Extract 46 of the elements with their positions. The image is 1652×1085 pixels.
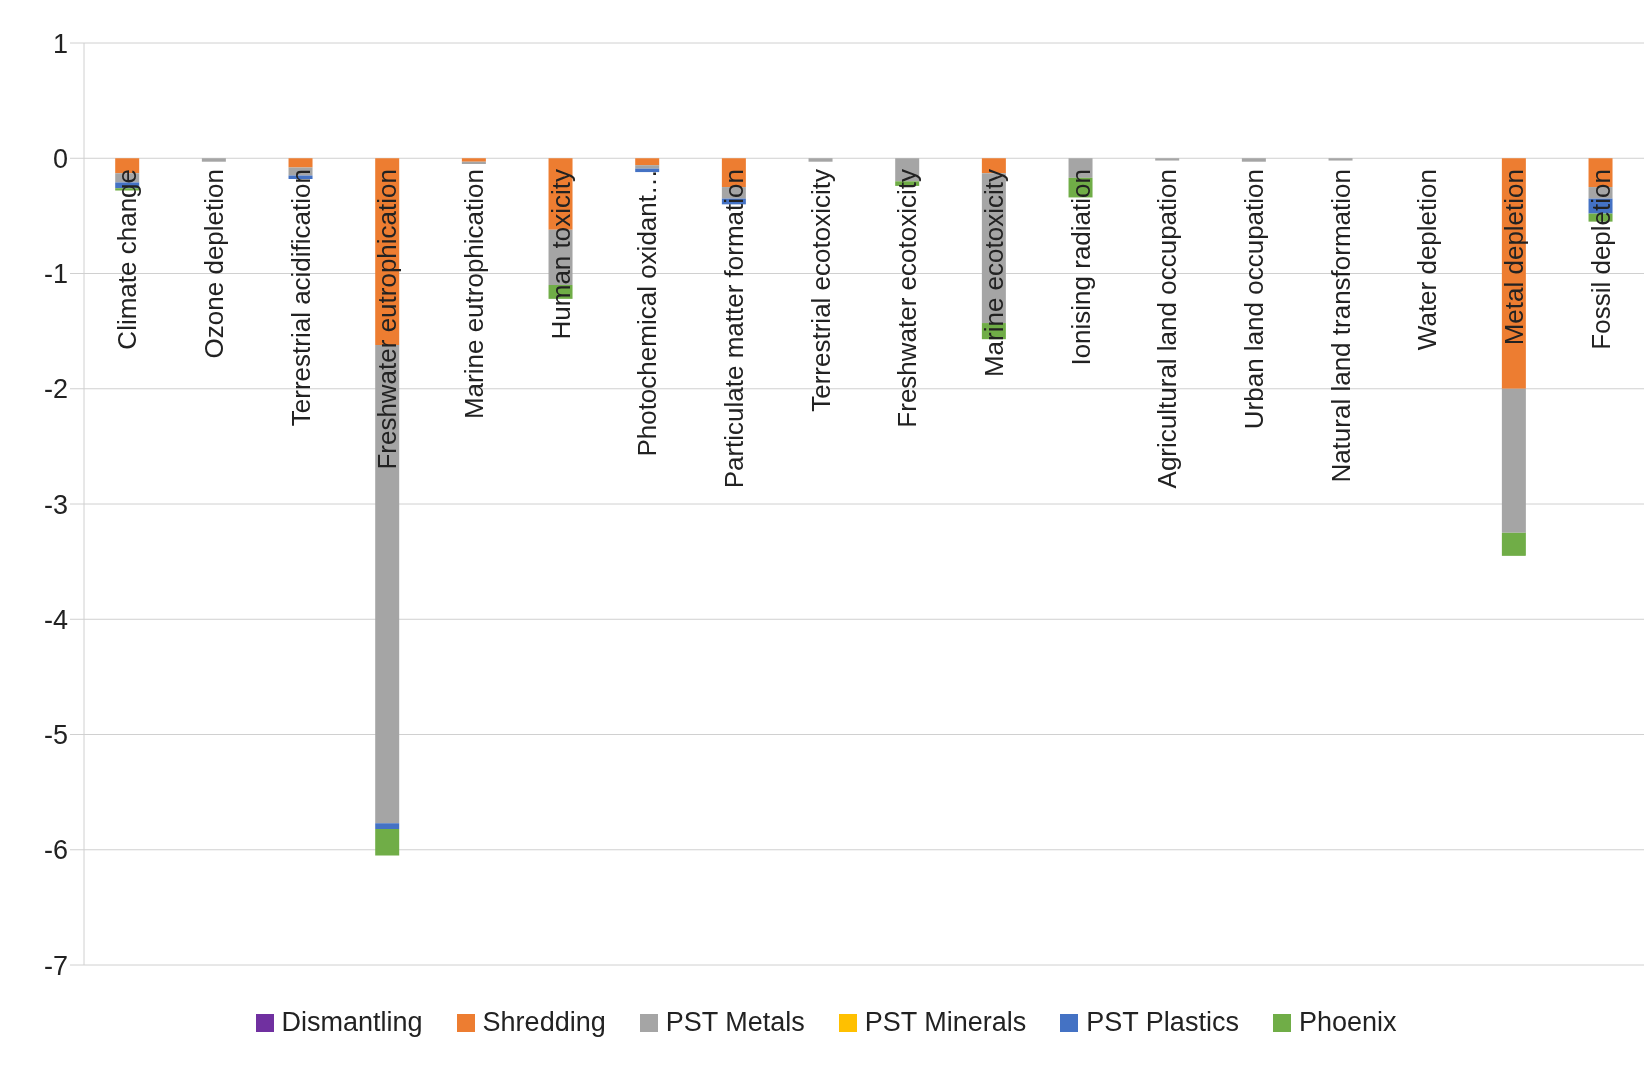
x-tick-label: Climate change <box>112 169 143 350</box>
x-tick-label: Freshwater eutrophication <box>372 169 403 470</box>
bar <box>288 158 313 168</box>
y-tick-label: -3 <box>43 489 68 520</box>
y-tick-label: -4 <box>43 604 68 635</box>
x-tick-label: Ionising radiation <box>1065 169 1096 366</box>
y-tick-label: 0 <box>52 143 68 174</box>
bar <box>1328 158 1353 161</box>
x-tick-label: Terrestrial acidification <box>285 169 316 427</box>
x-tick-label: Photochemical oxidant… <box>632 169 663 457</box>
legend-label: Phoenix <box>1298 1007 1397 1038</box>
x-tick-label: Terrestrial ecotoxicity <box>805 169 836 412</box>
x-tick-label: Ozone depletion <box>199 169 229 359</box>
bar <box>1501 388 1526 533</box>
legend-label: PST Minerals <box>864 1007 1027 1038</box>
legend-label: Shredding <box>482 1007 606 1038</box>
y-tick-label: -6 <box>43 835 68 866</box>
y-tick-label: -7 <box>43 950 68 981</box>
legend-label: PST Metals <box>665 1007 805 1038</box>
bar <box>635 165 660 169</box>
y-tick-label: -2 <box>43 374 68 405</box>
bar <box>375 829 400 856</box>
x-tick-label: Agricultural land occupation <box>1152 169 1183 489</box>
bar <box>1241 158 1266 162</box>
x-tick-label: Water depletion <box>1412 169 1443 351</box>
x-tick-label: Particulate matter formation <box>719 169 749 489</box>
x-tick-label: Natural land transformation <box>1325 169 1356 483</box>
x-tick-label: Marine eutrophication <box>459 169 489 420</box>
bar <box>1155 158 1180 161</box>
x-tick-label: Fossil depletion <box>1585 169 1616 350</box>
bar <box>808 158 833 162</box>
x-tick-label: Human toxicity <box>545 169 576 340</box>
x-tick-label: Metal depletion <box>1499 169 1529 346</box>
x-tick-label: Marine ecotoxicity <box>979 169 1009 378</box>
bar <box>635 158 660 166</box>
y-tick-label: 1 <box>52 28 68 59</box>
legend-label: Dismantling <box>281 1007 423 1038</box>
bar <box>201 158 226 162</box>
y-tick-label: -5 <box>43 720 68 751</box>
bar <box>1501 532 1526 556</box>
y-tick-label: -1 <box>43 259 68 290</box>
bar <box>115 188 140 191</box>
legend-label: PST Plastics <box>1086 1007 1239 1038</box>
bar <box>375 823 400 830</box>
x-tick-label: Freshwater ecotoxicity <box>892 169 923 428</box>
x-tick-label: Urban land occupation <box>1239 169 1269 430</box>
